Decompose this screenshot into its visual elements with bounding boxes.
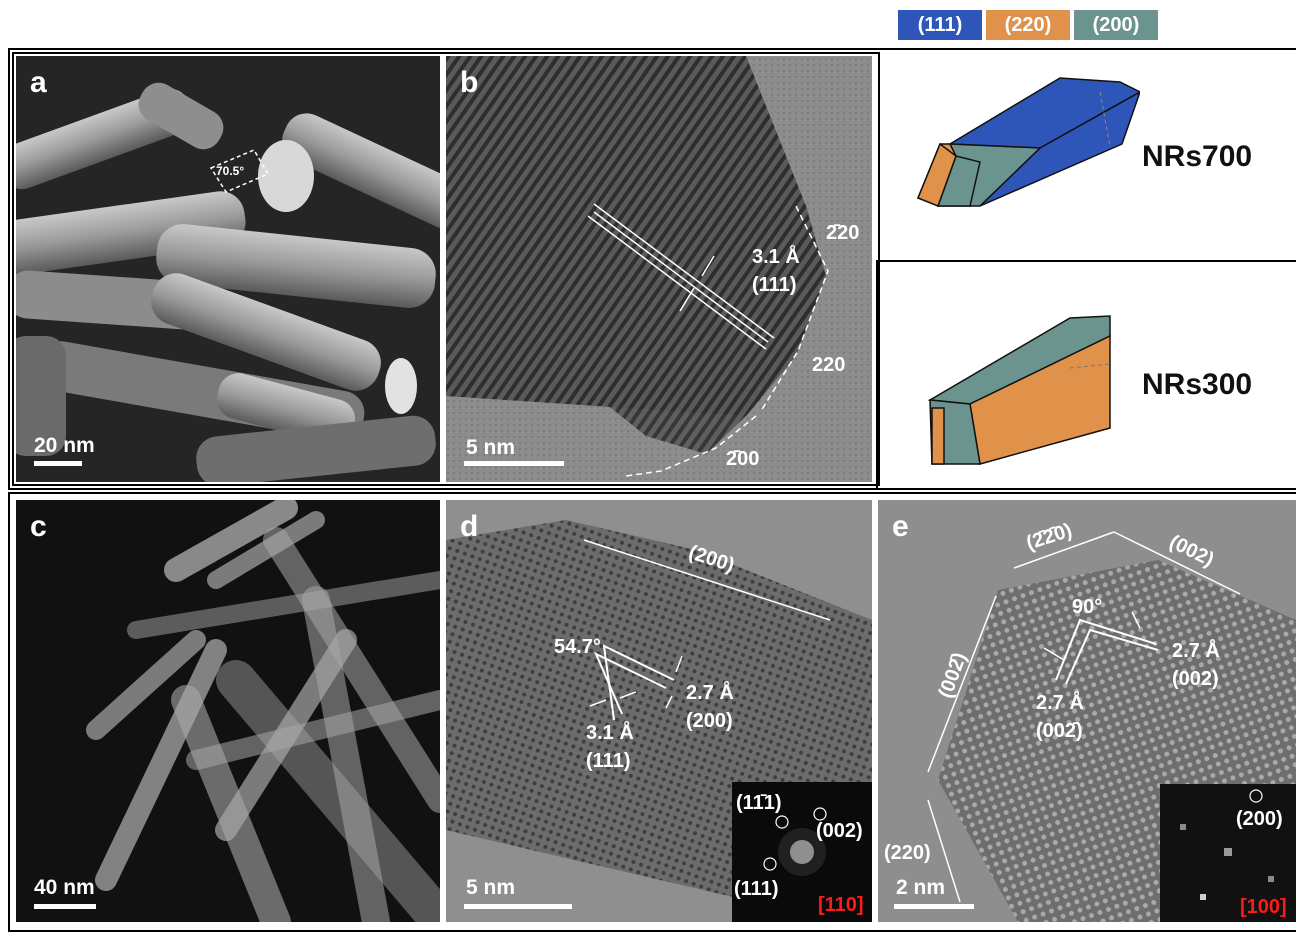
- panel-d-hrtem-image: d (200) 54.7° 2.7 Å (200) 3.1 Å (111) (1…: [446, 500, 872, 922]
- fft-d-label-b: (002): [816, 820, 863, 842]
- nrs300-label: NRs300: [1142, 368, 1253, 401]
- panel-c-stem-image: c 40 nm: [16, 500, 440, 922]
- panel-a-scale-text: 20 nm: [34, 434, 95, 457]
- panel-b-label: b: [460, 66, 479, 99]
- panel-d-plane2: (111): [586, 750, 631, 772]
- model-bottom-frame: [876, 260, 1296, 490]
- panel-a-scale-bar: [34, 461, 82, 466]
- panel-d-spacing1: 2.7 Å: [686, 682, 734, 704]
- panel-d-plane1: (200): [686, 710, 733, 732]
- panel-e-plane2: (002̄): [1036, 720, 1083, 742]
- panel-d-angle: 54.7°: [554, 636, 601, 658]
- legend-111: (111): [898, 10, 982, 40]
- panel-b-spacing: 3.1 Å: [752, 246, 800, 268]
- fft-d-label-c: (111): [734, 878, 779, 900]
- panel-b-facet-bottom: 2̄00: [726, 448, 760, 470]
- fft-e-zone: [100]: [1240, 896, 1287, 918]
- nrs700-label: NRs700: [1142, 140, 1253, 173]
- panel-e-plane1: (002): [1172, 668, 1219, 690]
- panel-a-sem-image: a 70.5° 20 nm: [16, 56, 440, 482]
- panel-e-label: e: [892, 510, 909, 543]
- panel-e-scale-bar: [894, 904, 974, 909]
- legend-220: (220): [986, 10, 1070, 40]
- panel-e-scale-text: 2 nm: [896, 876, 946, 899]
- legend-label: (111): [917, 13, 963, 36]
- fft-d-zone: [110]: [818, 894, 864, 916]
- panel-d-fft-inset: (11̄1) (002) (111) [110]: [732, 782, 872, 922]
- panel-b-scale-text: 5 nm: [466, 436, 516, 459]
- panel-d-scale-text: 5 nm: [466, 876, 516, 899]
- panel-e-angle: 90°: [1072, 596, 1103, 618]
- panel-c-label: c: [30, 510, 47, 543]
- legend-label: (220): [1004, 13, 1052, 36]
- panel-b-scale-bar: [464, 461, 564, 466]
- panel-a-label: a: [30, 66, 47, 99]
- panel-e-spacing2: 2.7 Å: [1036, 692, 1084, 714]
- panel-b-facet-right: 220: [812, 354, 846, 376]
- nanorods-stem: [16, 500, 440, 922]
- nrs300-model: [927, 315, 1111, 465]
- nrs700-model: [916, 77, 1140, 207]
- legend-200: (200): [1074, 10, 1158, 40]
- lattice-fringes: [446, 56, 872, 482]
- nanorods-sem: [16, 56, 440, 482]
- panel-e-hrtem-image: e (2̄2̄0) (002) (002̄) 90° 2.7 Å (002) 2…: [878, 500, 1296, 922]
- panel-b-hrtem-image: b 2̄20 3.1 Å (111) 220 2̄00 5 nm: [446, 56, 872, 482]
- panel-a-angle: 70.5°: [216, 164, 245, 178]
- fft-pattern-e: [1180, 789, 1274, 900]
- panel-b-facet-top: 2̄20: [826, 222, 860, 244]
- fft-e-label-a: (200): [1236, 808, 1283, 830]
- top-frame-inner: [12, 52, 880, 486]
- panel-d-label: d: [460, 510, 479, 543]
- panel-e-plane-d: (220): [884, 842, 931, 864]
- panel-b-plane: (111): [752, 274, 797, 296]
- legend-label: (200): [1092, 13, 1140, 36]
- panel-d-scale-bar: [464, 904, 572, 909]
- panel-d-spacing2: 3.1 Å: [586, 722, 634, 744]
- fft-pattern-d: [763, 807, 827, 876]
- fft-d-label-a: (11̄1): [736, 792, 782, 814]
- panel-c-scale-text: 40 nm: [34, 876, 95, 899]
- top-frame-outer: [8, 48, 1296, 490]
- panel-c-scale-bar: [34, 904, 96, 909]
- panel-e-spacing1: 2.7 Å: [1172, 640, 1220, 662]
- panel-e-fft-inset: (200) [100]: [1160, 784, 1296, 922]
